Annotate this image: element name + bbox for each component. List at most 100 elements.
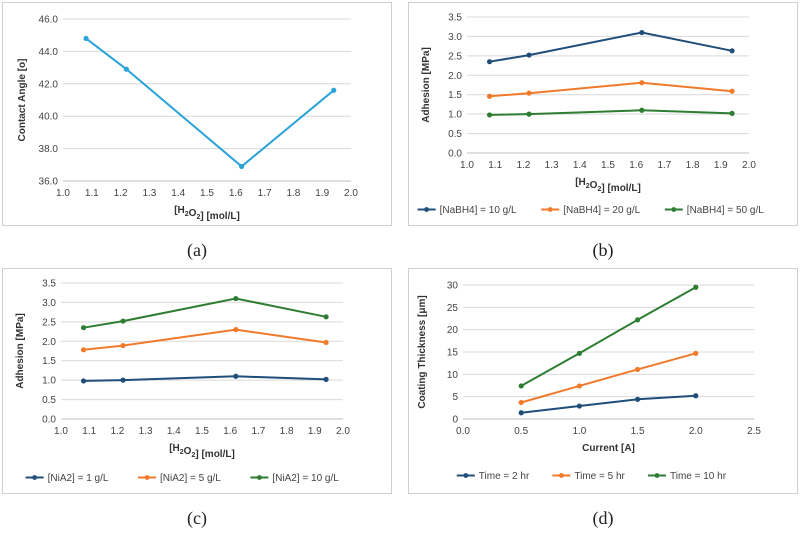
y-tick-label: 2.0 [448, 71, 462, 82]
legend-label: [NaBH4] = 10 g/L [440, 205, 517, 216]
x-tick-label: 1.5 [601, 160, 615, 171]
x-tick-label: 1.7 [258, 188, 272, 199]
x-tick-label: 1.3 [142, 188, 156, 199]
y-tick-label: 1.0 [448, 110, 462, 121]
chart-a-svg: 36.0 38.0 40.0 42.0 44.0 46.0 1.0 1.1 1.2 1.3 1.4 1… [17, 15, 358, 223]
x-tick-label: 1.6 [229, 188, 243, 199]
y-tick-label: 46.0 [39, 15, 59, 26]
legend-marker [257, 475, 262, 480]
y-tick-label: 2.0 [42, 337, 56, 348]
x-tick-label: 1.5 [200, 188, 214, 199]
legend-marker [671, 207, 677, 212]
x-tick-label: 1.8 [286, 188, 300, 199]
x-tick-label: 1.3 [139, 426, 153, 437]
x-tick-label: 1.6 [629, 160, 643, 171]
data-point [693, 393, 699, 399]
x-tick-label: 1.7 [251, 426, 265, 437]
x-tick-label: 1.1 [85, 188, 99, 199]
x-axis-label: [H2O2] [mol/L] [174, 205, 240, 222]
data-point [518, 410, 524, 416]
legend-item: [NaBH4] = 50 g/L [664, 205, 764, 216]
x-tick-label: 1.2 [114, 188, 128, 199]
x-tick-label: 1.0 [572, 426, 586, 437]
x-axis-label: [H2O2] [mol/L] [169, 443, 235, 460]
series-line-2 [83, 328, 327, 351]
data-point [80, 347, 87, 353]
data-point [80, 378, 87, 384]
y-tick-label: 0.5 [448, 129, 462, 140]
x-tick-label: 1.0 [56, 188, 70, 199]
legend-item: [NaBH4] = 20 g/L [541, 205, 641, 216]
caption-c: (c) [187, 508, 207, 528]
caption-b: (b) [592, 240, 614, 260]
legend-item: [NiA2] = 5 g/L [138, 473, 221, 484]
legend-item: [NaBH4] = 10 g/L [417, 205, 517, 216]
legend-marker [559, 473, 564, 478]
y-tick-label: 1.5 [448, 90, 462, 101]
y-tick-label: 3.0 [448, 32, 462, 43]
x-tick-label: 2.5 [747, 426, 761, 437]
data-point [639, 29, 645, 36]
data-point [526, 111, 532, 117]
data-point [576, 383, 582, 389]
data-point [486, 93, 493, 99]
data-point [323, 314, 329, 320]
x-tick-label: 1.1 [488, 160, 502, 171]
data-point [120, 377, 126, 383]
legend-label: [NaBH4] = 20 g/L [563, 205, 640, 216]
caption-a: (a) [187, 240, 207, 260]
legend-label: [NaBH4] = 50 g/L [687, 205, 764, 216]
data-point [518, 399, 524, 406]
caption-d: (d) [592, 508, 614, 528]
y-tick-label: 2.5 [448, 51, 462, 62]
y-tick-label: 40.0 [39, 112, 59, 123]
y-tick-label: 44.0 [39, 47, 59, 58]
y-axis-label: Contact Angle [o] [17, 59, 28, 142]
legend-marker [547, 207, 553, 212]
y-tick-label: 3.0 [42, 298, 56, 309]
data-point [120, 318, 126, 324]
data-point [729, 88, 735, 94]
y-tick-label: 0.5 [42, 395, 56, 406]
x-tick-label: 1.0 [54, 426, 68, 437]
y-tick-label: 1.0 [42, 376, 56, 387]
data-point [123, 66, 129, 72]
y-tick-label: 36.0 [39, 177, 59, 188]
x-tick-label: 1.4 [573, 160, 587, 171]
x-tick-label: 1.5 [631, 426, 645, 437]
data-point [635, 317, 641, 323]
legend-label: [NiA2] = 1 g/L [48, 473, 109, 484]
y-axis-label: Adhesion [MPa] [421, 47, 432, 123]
x-tick-label: 1.6 [223, 426, 237, 437]
y-tick-label: 3.5 [42, 279, 56, 290]
data-point [120, 342, 126, 349]
x-tick-label: 1.4 [171, 188, 185, 199]
x-tick-label: 1.2 [516, 160, 530, 171]
series-line-3 [83, 297, 327, 329]
chart-d-svg: 0 5 10 15 20 25 30 0.0 0.5 1.0 1.5 2.0 2.5 Current [A… [417, 281, 761, 483]
x-tick-label: 1.9 [714, 160, 728, 171]
data-point [323, 376, 329, 382]
data-point [238, 163, 245, 170]
series-line-1 [521, 394, 696, 414]
y-tick-label: 15 [447, 348, 459, 359]
x-tick-label: 0.0 [456, 426, 470, 437]
x-tick-label: 1.5 [195, 426, 209, 437]
legend-marker [144, 475, 150, 480]
x-tick-label: 1.9 [308, 426, 322, 437]
x-tick-label: 2.0 [344, 188, 358, 199]
x-tick-label: 1.0 [460, 160, 474, 171]
series-line-1 [489, 31, 733, 63]
y-tick-label: 25 [447, 303, 459, 314]
data-point [693, 350, 699, 356]
y-tick-label: 5 [452, 392, 458, 403]
data-point [233, 295, 239, 302]
legend-label: Time = 10 hr [670, 471, 727, 482]
series-line-2 [489, 81, 733, 98]
data-point [233, 373, 239, 379]
data-point [526, 90, 532, 96]
legend-item: Time = 5 hr [552, 471, 626, 482]
x-tick-label: 1.9 [315, 188, 329, 199]
x-tick-label: 1.7 [657, 160, 671, 171]
legend-marker [32, 475, 37, 480]
